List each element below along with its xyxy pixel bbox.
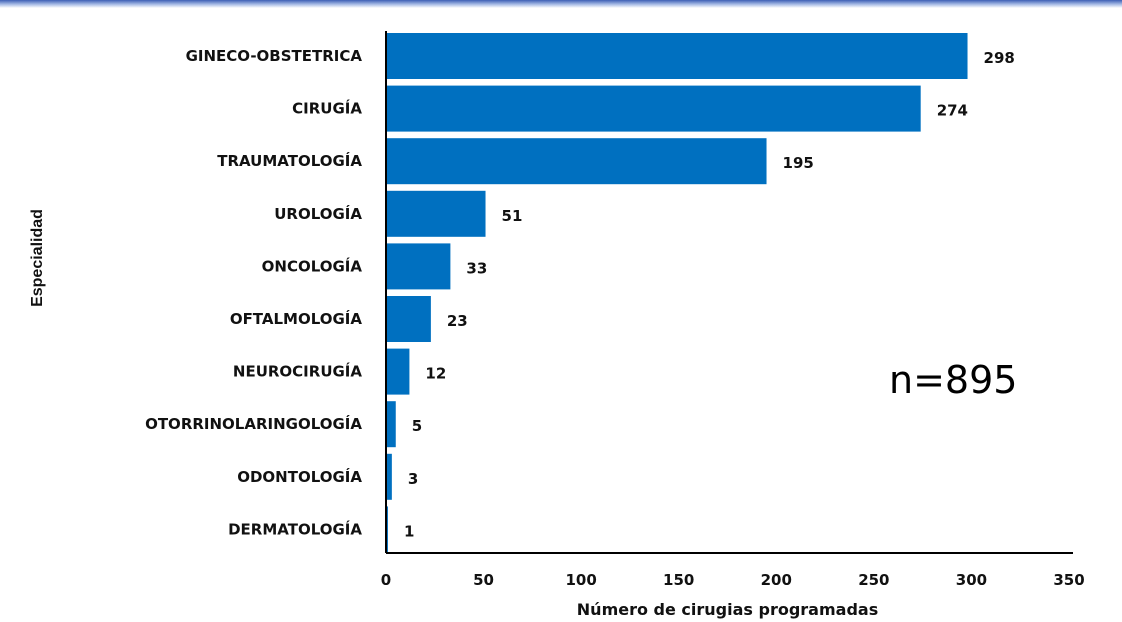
category-label: CIRUGÍA	[292, 99, 362, 118]
value-label: 5	[412, 417, 422, 435]
bar	[386, 33, 968, 79]
category-label: GINECO-OBSTETRICA	[186, 47, 363, 65]
category-labels: GINECO-OBSTETRICA CIRUGÍA TRAUMATOLOGÍA URO…	[145, 47, 362, 538]
value-label: 274	[937, 102, 968, 120]
bar	[386, 138, 767, 185]
x-tick-label: 100	[565, 571, 596, 589]
x-tick-label: 350	[1053, 571, 1084, 589]
bar	[386, 401, 396, 448]
category-label: ONCOLOGÍA	[262, 256, 363, 275]
bar	[386, 453, 392, 500]
x-tick-label: 0	[381, 571, 391, 589]
total-annotation: n=895	[889, 358, 1017, 402]
value-label: 33	[466, 259, 487, 277]
category-label: ODONTOLOGÍA	[237, 467, 362, 486]
top-border	[0, 0, 1122, 8]
x-tick-label: 200	[761, 571, 792, 589]
bar	[386, 85, 921, 132]
category-label: NEUROCIRUGÍA	[233, 362, 362, 381]
category-label: DERMATOLOGÍA	[228, 519, 362, 538]
bar	[386, 296, 431, 342]
value-label: 12	[425, 365, 446, 383]
value-label: 1	[404, 522, 414, 540]
value-label: 298	[984, 49, 1015, 67]
value-label: 195	[783, 154, 814, 172]
bars-group	[386, 33, 968, 553]
value-labels: 298 274 195 51 33 23 12 5 3 1	[404, 49, 1015, 540]
category-label: UROLOGÍA	[274, 204, 362, 223]
bar	[386, 348, 410, 395]
category-label: OFTALMOLOGÍA	[230, 309, 363, 328]
x-tick-label: 250	[858, 571, 889, 589]
bar	[386, 190, 486, 237]
x-tick-label: 150	[663, 571, 694, 589]
y-axis-label: Especialidad	[29, 209, 46, 307]
x-tick-label: 300	[956, 571, 987, 589]
value-label: 23	[447, 312, 468, 330]
value-label: 51	[502, 207, 523, 225]
category-label: OTORRINOLARINGOLOGÍA	[145, 414, 362, 433]
x-tick-label: 50	[473, 571, 494, 589]
category-label: TRAUMATOLOGÍA	[217, 151, 362, 170]
x-axis-label: Número de cirugias programadas	[577, 600, 878, 619]
x-tick-labels: 0 50 100 150 200 250 300 350	[381, 571, 1085, 589]
value-label: 3	[408, 470, 418, 488]
bar	[386, 243, 451, 290]
